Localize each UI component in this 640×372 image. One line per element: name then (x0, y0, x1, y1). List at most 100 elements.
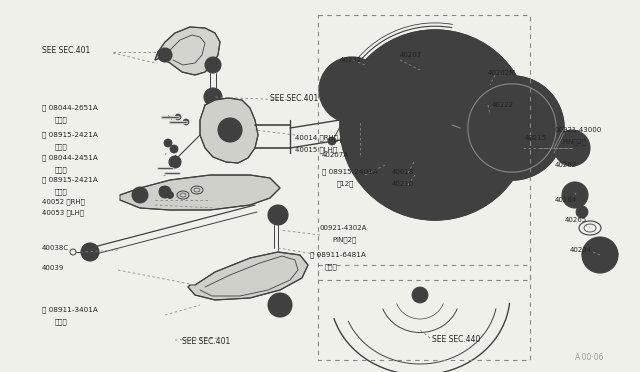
Circle shape (159, 186, 171, 198)
Circle shape (132, 187, 148, 203)
Circle shape (164, 139, 172, 147)
Circle shape (471, 161, 479, 169)
Text: 40052 （RH）: 40052 （RH） (42, 199, 85, 205)
Text: PIN（2）: PIN（2） (562, 139, 586, 145)
Circle shape (402, 129, 412, 139)
Text: SEE SEC.440: SEE SEC.440 (432, 336, 481, 344)
Text: PIN（2）: PIN（2） (332, 237, 356, 243)
Circle shape (534, 133, 543, 141)
Text: 40018: 40018 (392, 169, 414, 175)
Circle shape (460, 76, 564, 180)
Circle shape (537, 135, 541, 139)
Circle shape (277, 302, 283, 308)
Text: 40015 （LH）: 40015 （LH） (295, 147, 337, 153)
Text: SEE SEC.401: SEE SEC.401 (182, 337, 230, 346)
Text: （２）: （２） (55, 167, 68, 173)
Circle shape (431, 64, 439, 72)
Text: （２）: （２） (55, 319, 68, 325)
Circle shape (471, 81, 479, 89)
Circle shape (328, 137, 336, 145)
Text: 40202M: 40202M (488, 70, 516, 76)
Circle shape (159, 186, 166, 193)
Circle shape (527, 103, 531, 107)
Circle shape (572, 192, 578, 198)
Text: （12）: （12） (337, 181, 355, 187)
Circle shape (268, 205, 288, 225)
Text: 40038C: 40038C (42, 245, 69, 251)
Text: Ⓦ 08915-2421A: Ⓦ 08915-2421A (42, 177, 98, 183)
Circle shape (510, 154, 514, 158)
Polygon shape (200, 98, 258, 163)
Circle shape (364, 54, 506, 196)
Text: 40207A: 40207A (322, 152, 349, 158)
Circle shape (562, 182, 588, 208)
Circle shape (477, 93, 547, 163)
Circle shape (169, 156, 181, 168)
Polygon shape (120, 175, 280, 210)
Circle shape (183, 119, 189, 125)
Text: Ⓑ 08044-2451A: Ⓑ 08044-2451A (42, 155, 98, 161)
Text: （２）: （２） (55, 189, 68, 195)
Text: Ⓦ 08915-2401A: Ⓦ 08915-2401A (322, 169, 378, 175)
Circle shape (508, 152, 516, 160)
Text: 40222: 40222 (492, 102, 514, 108)
Circle shape (218, 118, 242, 142)
Circle shape (170, 145, 178, 153)
Text: （２）: （２） (325, 264, 338, 270)
Text: SEE SEC.401: SEE SEC.401 (42, 45, 90, 55)
Circle shape (413, 96, 422, 106)
Text: （２）: （２） (55, 117, 68, 123)
Text: 40215: 40215 (525, 135, 547, 141)
Circle shape (175, 114, 181, 120)
Circle shape (567, 187, 583, 203)
Text: Ⓦ 08915-2421A: Ⓦ 08915-2421A (42, 132, 98, 138)
Circle shape (340, 30, 530, 220)
Text: 40234: 40234 (570, 247, 592, 253)
Polygon shape (155, 27, 220, 75)
Text: 40265: 40265 (565, 217, 587, 223)
Circle shape (525, 101, 532, 109)
Circle shape (319, 57, 385, 123)
Circle shape (418, 108, 452, 142)
Text: 40232: 40232 (340, 57, 362, 63)
Text: 40053 （LH）: 40053 （LH） (42, 210, 84, 216)
Text: 00921-4302A: 00921-4302A (320, 225, 367, 231)
Circle shape (166, 192, 173, 199)
Text: 40210: 40210 (392, 181, 414, 187)
Circle shape (502, 119, 522, 137)
Circle shape (340, 78, 364, 102)
Circle shape (561, 137, 583, 159)
Circle shape (268, 293, 292, 317)
Circle shape (205, 57, 221, 73)
Circle shape (395, 85, 475, 165)
Circle shape (374, 121, 382, 129)
Text: Ⓑ 08044-2651A: Ⓑ 08044-2651A (42, 105, 98, 111)
Circle shape (493, 103, 497, 107)
Circle shape (576, 206, 588, 218)
Text: 40014 （RH）: 40014 （RH） (295, 135, 338, 141)
Circle shape (492, 101, 499, 109)
Circle shape (554, 130, 590, 166)
Text: 40207: 40207 (400, 52, 422, 58)
Text: （２）: （２） (55, 144, 68, 150)
Circle shape (204, 88, 222, 106)
Text: Ⓝ 08911-3401A: Ⓝ 08911-3401A (42, 307, 98, 313)
Text: 00921-43000: 00921-43000 (555, 127, 602, 133)
Circle shape (412, 287, 428, 303)
Circle shape (390, 161, 399, 169)
Circle shape (158, 48, 172, 62)
Circle shape (390, 81, 399, 89)
Circle shape (431, 178, 439, 186)
Text: SEE SEC.401: SEE SEC.401 (270, 93, 318, 103)
Circle shape (590, 245, 610, 265)
Text: Ⓝ 08911-6481A: Ⓝ 08911-6481A (310, 252, 366, 258)
Circle shape (458, 129, 468, 139)
Circle shape (447, 96, 458, 106)
Circle shape (81, 243, 99, 261)
Circle shape (481, 133, 490, 141)
Circle shape (330, 68, 374, 112)
Circle shape (488, 121, 496, 129)
Circle shape (491, 107, 532, 149)
Circle shape (567, 143, 577, 153)
Text: 40039: 40039 (42, 265, 65, 271)
